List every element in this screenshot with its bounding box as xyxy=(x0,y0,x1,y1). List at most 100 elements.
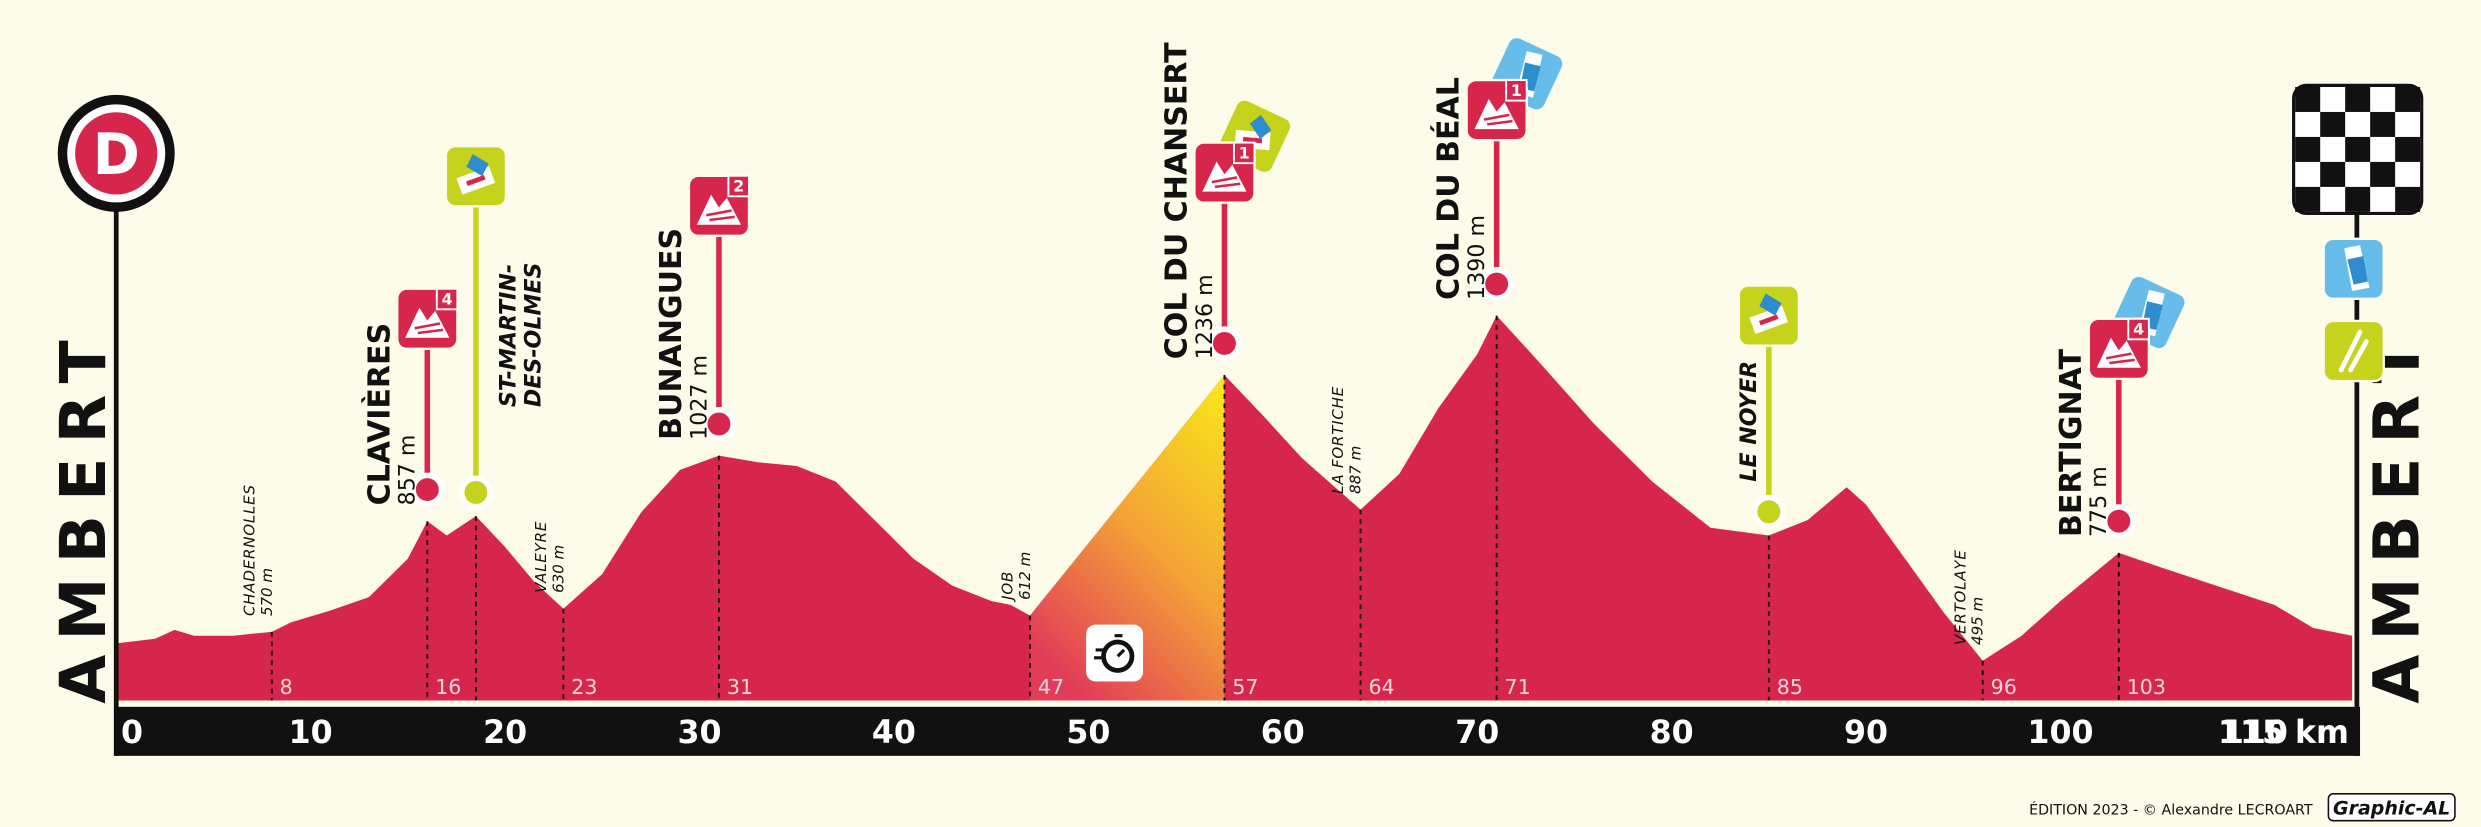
sprint-name: ST-MARTIN- xyxy=(495,264,521,407)
finish-name: AMBERT xyxy=(2360,326,2434,704)
climb-elevation: 857 m xyxy=(395,435,421,506)
category: 1 xyxy=(1239,143,1250,162)
timed-climb xyxy=(1030,375,1225,701)
brand-box xyxy=(2327,793,2456,822)
category-box xyxy=(727,174,750,198)
climb-name: CLAVIÈRES xyxy=(361,323,397,506)
km-marker: 103 xyxy=(2127,675,2166,699)
flag-square xyxy=(2345,86,2371,112)
icon-glyph xyxy=(414,322,444,335)
km-marker: 47 xyxy=(1038,675,1064,699)
feed-icon xyxy=(2322,237,2385,301)
place-elevation: 495 m xyxy=(1969,597,1987,645)
icon-glyph xyxy=(1758,314,1779,326)
km-marker: 8 xyxy=(280,675,293,699)
brand: Graphic-AL xyxy=(2333,797,2450,819)
x-tick-label: 50 xyxy=(1066,715,1110,751)
axis-band xyxy=(116,706,2361,756)
x-tick-label: 40 xyxy=(872,715,916,751)
food-icon xyxy=(2322,319,2385,383)
climb-icon: 1 xyxy=(1193,141,1256,204)
flag-square xyxy=(2345,186,2371,212)
icon-glyph xyxy=(1759,293,1782,316)
climb-name: BUNANGUES xyxy=(654,228,689,440)
km-marker: 64 xyxy=(1368,675,1394,699)
x-tick-label: 70 xyxy=(1455,715,1499,751)
sprint-icon xyxy=(444,144,508,208)
place-elevation: 887 m xyxy=(1347,446,1365,494)
start-label: D xyxy=(93,122,140,188)
flag-square xyxy=(2395,136,2421,162)
x-tick-label: 115 km xyxy=(2218,715,2349,751)
summit-dot xyxy=(1479,267,1514,302)
x-tick-label: 80 xyxy=(1650,715,1694,751)
flag-square xyxy=(2395,186,2421,212)
summit-dot xyxy=(1207,326,1242,361)
flag-square xyxy=(2320,161,2346,187)
icon-glyph xyxy=(2105,352,2135,365)
x-tick-label: 100 xyxy=(2027,715,2093,751)
climb-icon: 2 xyxy=(687,174,751,238)
icon-glyph xyxy=(466,174,486,186)
start-badge-core xyxy=(75,112,158,195)
km-marker: 16 xyxy=(435,675,461,699)
climb-icon: 4 xyxy=(396,287,459,351)
place-name: CHADERNOLLES xyxy=(240,484,258,616)
category: 1 xyxy=(1511,81,1522,100)
category: 2 xyxy=(733,177,744,196)
summit-dot xyxy=(2101,504,2136,539)
icon-glyph xyxy=(466,154,489,177)
sprint-icon xyxy=(1737,284,1801,347)
icon-glyph xyxy=(1249,114,1272,139)
km-marker: 96 xyxy=(1991,675,2017,699)
climb-elevation: 1236 m xyxy=(1192,274,1218,359)
climb-elevation: 1027 m xyxy=(686,355,712,440)
km-marker: 85 xyxy=(1777,675,1803,699)
flag-square xyxy=(2295,186,2321,212)
x-tick-label: 110 xyxy=(2222,715,2288,751)
timer-glyph xyxy=(1101,639,1135,673)
category-box xyxy=(1232,141,1256,165)
profile-area xyxy=(116,315,2353,701)
place-name: VALEYRE xyxy=(532,521,550,593)
icon-glyph xyxy=(2338,329,2369,373)
x-tick-label: 10 xyxy=(289,715,333,751)
climb-elevation: 775 m xyxy=(2086,466,2112,537)
flag-square xyxy=(2370,111,2396,137)
km-marker: 23 xyxy=(571,675,597,699)
climb-icon: 1 xyxy=(1465,78,1528,142)
summit-dot xyxy=(701,407,736,442)
place-elevation: 570 m xyxy=(258,568,276,616)
sprint-name: DES-OLMES xyxy=(521,262,547,407)
category-box xyxy=(435,287,459,311)
flag-square xyxy=(2295,136,2321,162)
place-elevation: 612 m xyxy=(1016,552,1034,600)
km-marker: 31 xyxy=(727,675,753,699)
km-marker: 57 xyxy=(1232,675,1258,699)
icon-glyph xyxy=(2347,256,2368,285)
climb-name: COL DU CHANSERT xyxy=(1160,42,1195,359)
place-elevation: 630 m xyxy=(549,545,567,593)
summit-dot xyxy=(458,475,493,510)
start-name: AMBERT xyxy=(46,326,120,704)
summit-dot xyxy=(410,472,445,507)
timer-icon xyxy=(1086,624,1144,682)
icon-glyph xyxy=(1211,176,1241,189)
credit: ÉDITION 2023 - © Alexandre LECROART xyxy=(2029,801,2313,818)
category-box xyxy=(1505,79,1528,102)
sprint-name: LE NOYER xyxy=(1736,361,1762,482)
category: 4 xyxy=(2133,320,2144,339)
icon-box xyxy=(2322,319,2385,383)
summit-dot xyxy=(1751,494,1786,529)
climb-name: COL DU BÉAL xyxy=(1431,77,1467,300)
flag-square xyxy=(2345,136,2371,162)
flag-square xyxy=(2370,161,2396,187)
km-marker: 71 xyxy=(1505,675,1531,699)
climb-name: BERTIGNAT xyxy=(2054,348,2089,537)
x-tick-label: 0 xyxy=(121,715,143,751)
place-name: JOB xyxy=(999,571,1017,603)
x-tick-label: 30 xyxy=(678,715,722,751)
icon-glyph xyxy=(706,209,735,222)
